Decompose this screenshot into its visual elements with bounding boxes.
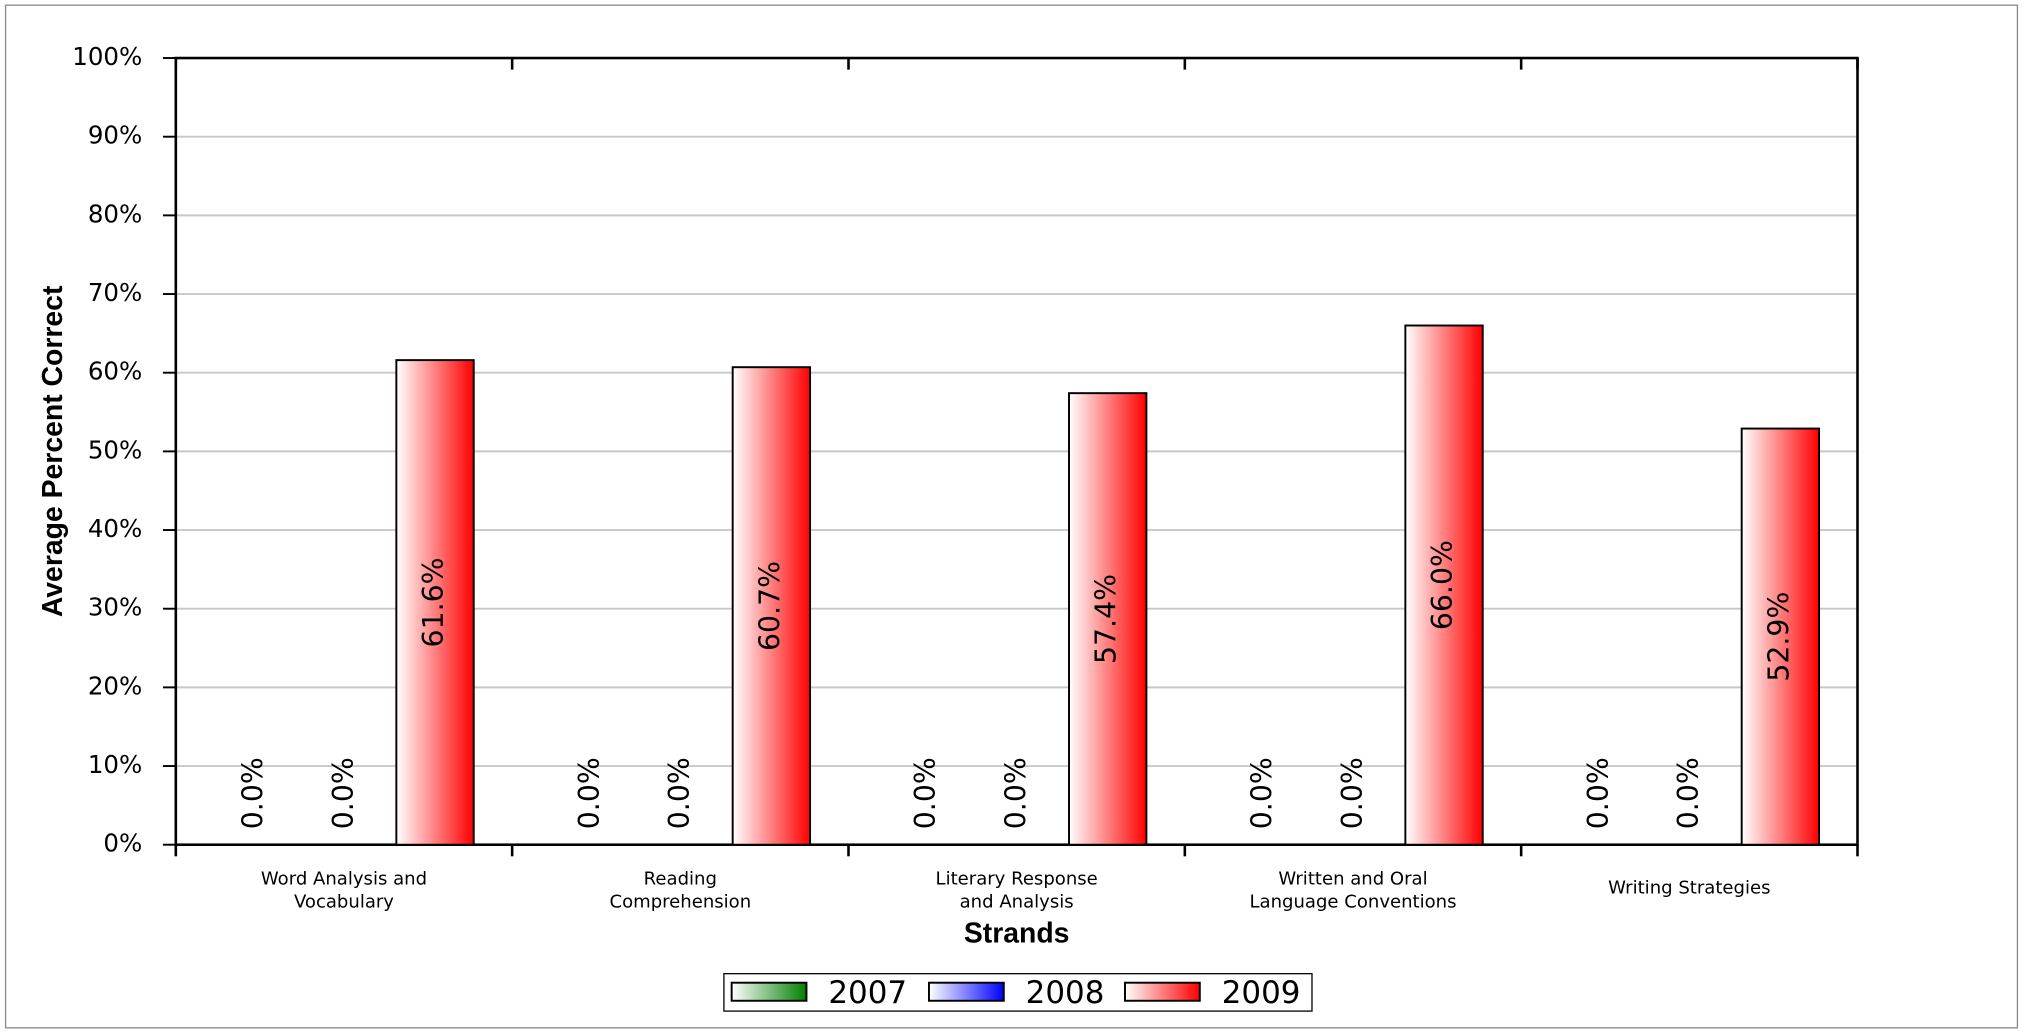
legend-label: 2007 (828, 975, 907, 1011)
x-tick-label: Literary Response (936, 869, 1098, 890)
y-tick-label: 20% (88, 671, 142, 700)
value-label: 0.0% (1582, 757, 1615, 829)
bar (1404, 324, 1484, 846)
x-tick-label: Word Analysis and (261, 869, 427, 890)
bar (1740, 427, 1821, 846)
value-label: 0.0% (1245, 757, 1278, 829)
x-tick-label: Comprehension (609, 892, 751, 913)
bar (731, 366, 812, 846)
value-label: 60.7% (753, 561, 786, 651)
value-label: 66.0% (1426, 540, 1459, 630)
value-label: 0.0% (236, 757, 269, 829)
value-label: 0.0% (999, 757, 1032, 829)
x-tick-label: Written and Oral (1278, 869, 1427, 890)
value-label: 0.0% (327, 757, 360, 829)
y-axis-title: Average Percent Correct (37, 285, 69, 617)
value-label: 0.0% (1672, 757, 1705, 829)
y-tick-label: 80% (88, 199, 142, 228)
value-label: 0.0% (663, 757, 696, 829)
value-label: 57.4% (1090, 574, 1123, 664)
y-tick-label: 70% (88, 278, 142, 307)
y-tick-label: 40% (88, 514, 142, 543)
value-label: 0.0% (1336, 757, 1369, 829)
chart-border (4, 4, 2019, 1029)
x-tick-label: Language Conventions (1249, 892, 1456, 913)
y-tick-label: 0% (103, 829, 142, 858)
legend-label: 2008 (1026, 975, 1105, 1011)
value-label: 0.0% (573, 757, 606, 829)
x-tick-label: Reading (644, 869, 717, 890)
y-tick-label: 100% (72, 42, 142, 71)
x-tick-label: Vocabulary (294, 892, 394, 913)
x-tick-label: Writing Strategies (1608, 878, 1770, 899)
bar (1068, 392, 1148, 846)
y-tick-label: 60% (88, 357, 142, 386)
legend-box (723, 973, 1313, 1012)
legend-label: 2009 (1222, 975, 1301, 1011)
plot-frame (174, 56, 1859, 847)
value-label: 52.9% (1762, 592, 1795, 682)
legend-swatch (1124, 981, 1201, 1002)
legend-swatch (927, 981, 1005, 1002)
value-label: 0.0% (909, 757, 942, 829)
x-axis-title: Strands (964, 917, 1070, 949)
y-tick-label: 10% (88, 750, 142, 779)
x-tick-label: and Analysis (960, 892, 1074, 913)
y-tick-label: 90% (88, 121, 142, 150)
y-tick-label: 50% (88, 435, 142, 464)
value-label: 61.6% (417, 557, 450, 647)
y-tick-label: 30% (88, 593, 142, 622)
legend-swatch (730, 981, 808, 1002)
bar (395, 359, 475, 846)
